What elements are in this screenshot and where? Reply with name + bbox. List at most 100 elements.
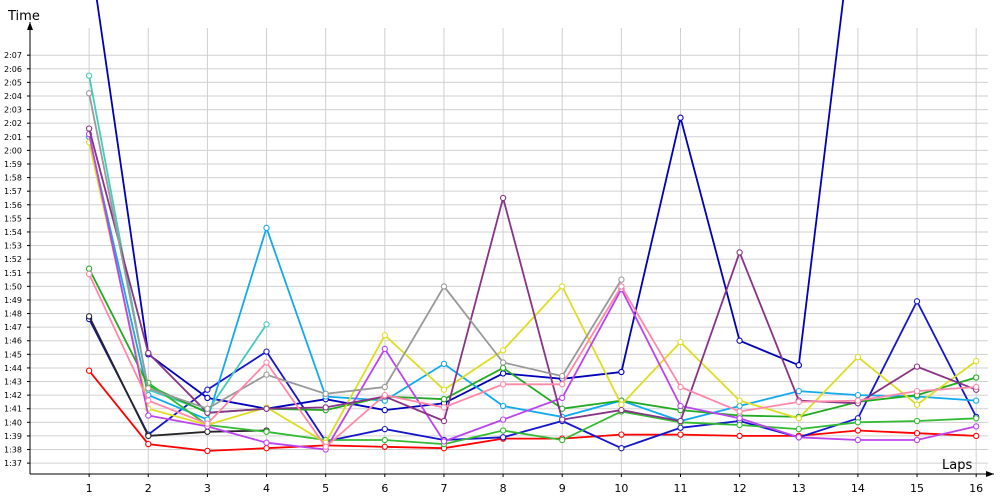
data-point xyxy=(736,397,743,404)
x-tick-label: 4 xyxy=(263,482,270,495)
x-tick-label: 9 xyxy=(559,482,566,495)
y-tick-label: 2:02 xyxy=(4,119,22,128)
series-line xyxy=(88,93,623,410)
data-point xyxy=(854,436,862,444)
data-point xyxy=(263,359,270,366)
data-point xyxy=(145,397,152,404)
data-point xyxy=(677,424,684,431)
data-point xyxy=(677,402,684,410)
data-point xyxy=(618,368,625,376)
data-point xyxy=(381,383,388,391)
y-tick-label: 1:59 xyxy=(4,160,22,169)
data-point xyxy=(618,401,625,408)
y-tick-label: 1:50 xyxy=(4,282,22,291)
data-point xyxy=(559,283,566,290)
data-point xyxy=(973,383,980,391)
data-point xyxy=(263,428,270,435)
data-point xyxy=(913,401,921,408)
data-point xyxy=(499,381,507,388)
y-tick-label: 2:00 xyxy=(4,146,22,155)
y-tick-label: 2:07 xyxy=(4,51,22,60)
x-tick-label: 3 xyxy=(204,482,211,495)
y-tick-label: 1:45 xyxy=(4,350,22,359)
y-tick-label: 1:46 xyxy=(4,337,22,346)
data-point xyxy=(263,405,270,412)
data-point xyxy=(440,438,448,445)
data-point xyxy=(145,385,152,392)
data-point xyxy=(204,420,211,427)
data-point xyxy=(795,362,802,369)
data-point xyxy=(736,402,743,410)
y-tick-label: 1:40 xyxy=(4,418,22,427)
data-point xyxy=(263,439,270,446)
data-point xyxy=(913,298,921,305)
data-point xyxy=(499,194,507,202)
y-tick-label: 2:06 xyxy=(4,65,22,74)
y-tick-label: 2:05 xyxy=(4,78,22,87)
data-point xyxy=(677,338,684,346)
data-point xyxy=(795,434,802,441)
data-point xyxy=(736,432,743,440)
x-tick-label: 12 xyxy=(733,482,747,495)
data-point xyxy=(559,381,566,388)
series-line xyxy=(88,128,977,423)
data-point xyxy=(322,390,329,397)
data-point xyxy=(85,265,93,272)
data-point xyxy=(499,402,507,410)
data-point xyxy=(263,371,270,378)
data-point xyxy=(499,370,507,377)
data-point xyxy=(204,386,211,393)
data-point xyxy=(677,431,684,438)
data-point xyxy=(973,432,980,440)
data-point xyxy=(736,421,743,429)
y-tick-label: 1:39 xyxy=(4,432,22,441)
data-point xyxy=(145,412,152,419)
series-line xyxy=(88,75,268,413)
data-point xyxy=(85,72,93,79)
x-tick-label: 16 xyxy=(969,482,983,495)
data-point xyxy=(440,417,448,425)
y-axis-arrow xyxy=(27,22,33,30)
y-tick-label: 1:43 xyxy=(4,378,22,387)
y-axis-title: Time xyxy=(7,9,40,24)
tick-labels: 1:37 1:38 1:39 1:40 1:41 1:42 1:43 1:44 1:45 1:46… xyxy=(4,51,983,495)
y-tick-label: 1:49 xyxy=(4,296,22,305)
data-point xyxy=(263,321,270,328)
y-tick-label: 1:47 xyxy=(4,323,22,332)
data-point xyxy=(145,349,152,357)
data-point xyxy=(973,374,980,381)
y-tick-label: 2:01 xyxy=(4,133,22,142)
data-point xyxy=(381,436,388,444)
data-point xyxy=(854,427,862,434)
data-point xyxy=(854,419,862,426)
y-tick-label: 1:53 xyxy=(4,242,22,251)
data-point xyxy=(204,405,211,412)
data-point xyxy=(677,417,684,425)
data-point xyxy=(973,415,980,422)
data-point xyxy=(85,270,93,278)
data-point xyxy=(381,332,388,339)
y-tick-label: 2:03 xyxy=(4,106,22,115)
y-tick-label: 1:48 xyxy=(4,310,22,319)
series-3 xyxy=(795,0,845,369)
data-point xyxy=(736,408,743,415)
data-point xyxy=(913,436,921,444)
x-tick-label: 13 xyxy=(792,482,806,495)
y-tick-label: 1:58 xyxy=(4,174,22,183)
x-tick-label: 15 xyxy=(910,482,924,495)
series-line xyxy=(88,299,978,450)
data-point xyxy=(795,425,802,433)
data-point xyxy=(381,391,388,399)
x-tick-label: 2 xyxy=(145,482,152,495)
data-point xyxy=(795,415,802,422)
series-line xyxy=(88,273,977,449)
data-point xyxy=(263,445,270,452)
data-point xyxy=(913,363,921,370)
data-point xyxy=(618,431,625,438)
y-tick-label: 1:42 xyxy=(4,391,22,400)
data-point xyxy=(499,416,507,423)
data-point xyxy=(381,443,388,450)
y-tick-label: 1:38 xyxy=(4,446,22,455)
x-tick-label: 6 xyxy=(381,482,388,495)
data-point xyxy=(145,440,152,448)
